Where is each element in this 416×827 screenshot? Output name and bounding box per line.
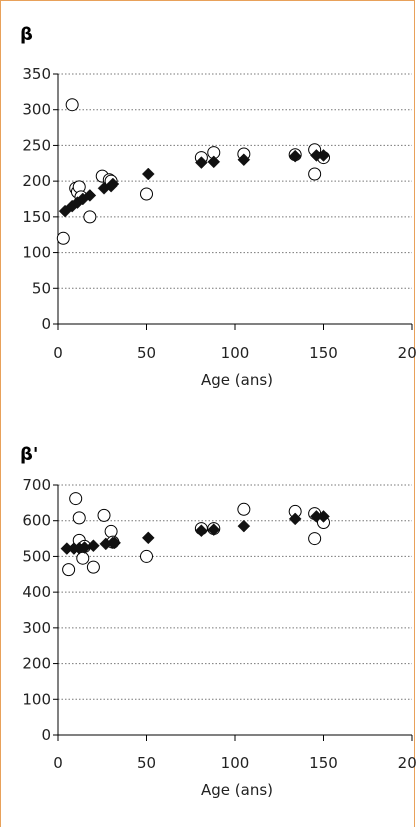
x-tick-label: 150 (309, 754, 338, 772)
x-tick-label: 50 (137, 754, 156, 772)
data-point-filled-diamond (195, 524, 208, 538)
data-point-filled-diamond (207, 523, 221, 536)
data-point-filled-diamond (108, 536, 121, 550)
y-tick-label: 150 (22, 208, 51, 226)
y-tick-label: 100 (22, 690, 51, 708)
data-point-open-circle (76, 551, 90, 565)
beta-chart: β 0 50 100 150 200 250 300 350 0 50 100 150 200 Age (a… (20, 24, 416, 389)
x-axis-title: Age (ans) (201, 781, 273, 799)
data-point-open-circle (86, 560, 100, 574)
data-point-filled-diamond (317, 149, 330, 162)
data-point-open-circle (65, 98, 79, 112)
x-tick-label: 200 (398, 754, 416, 772)
x-tick-label: 100 (221, 344, 250, 362)
data-point-filled-diamond (288, 512, 302, 526)
y-tick-label: 0 (41, 726, 51, 744)
x-tick-label: 150 (309, 344, 338, 362)
y-tick-label: 350 (22, 65, 51, 83)
x-tick-label: 0 (53, 754, 63, 772)
data-point-filled-diamond (288, 149, 302, 163)
data-point-filled-diamond (317, 510, 330, 523)
x-tick-label: 50 (137, 344, 156, 362)
y-tick-label: 50 (32, 279, 51, 297)
data-point-open-circle (56, 231, 70, 245)
panel-title: β' (20, 444, 38, 465)
y-tick-label: 0 (41, 315, 51, 333)
y-tick-label: 200 (22, 172, 51, 190)
data-point-open-circle (69, 492, 83, 506)
x-axis-title: Age (ans) (201, 371, 273, 389)
data-point-open-circle (62, 563, 76, 577)
y-tick-label: 300 (22, 619, 51, 637)
data-point-open-circle (308, 167, 322, 181)
y-tick-label: 250 (22, 136, 51, 154)
data-point-filled-diamond (83, 189, 97, 202)
data-point-open-circle (140, 187, 153, 201)
data-point-filled-diamond (237, 519, 251, 533)
y-tick-label: 100 (22, 244, 51, 262)
x-tick-label: 0 (53, 344, 63, 362)
x-tick-label: 200 (398, 344, 416, 362)
data-point-open-circle (83, 210, 97, 224)
data-point-filled-diamond (207, 155, 221, 169)
data-point-open-circle (72, 511, 86, 525)
x-tick-label: 100 (221, 754, 250, 772)
data-point-filled-diamond (237, 153, 251, 167)
y-tick-label: 300 (22, 101, 51, 119)
y-tick-label: 500 (22, 547, 51, 565)
data-point-open-circle (237, 502, 251, 516)
data-point-open-circle (104, 524, 118, 538)
beta-prime-chart: β' 0 100 200 300 400 500 600 700 0 50 100 150 200 Age … (20, 444, 416, 799)
panel-title: β (20, 24, 33, 45)
data-point-filled-diamond (141, 167, 155, 181)
data-point-filled-diamond (87, 539, 100, 553)
y-tick-label: 400 (22, 583, 51, 601)
y-tick-label: 200 (22, 655, 51, 673)
y-tick-label: 600 (22, 512, 51, 530)
data-point-open-circle (308, 532, 322, 546)
data-point-filled-diamond (195, 156, 208, 169)
data-point-open-circle (140, 549, 153, 563)
y-tick-label: 700 (22, 476, 51, 494)
data-point-filled-diamond (141, 531, 155, 545)
data-point-filled-diamond (106, 177, 120, 191)
data-point-open-circle (97, 508, 111, 522)
